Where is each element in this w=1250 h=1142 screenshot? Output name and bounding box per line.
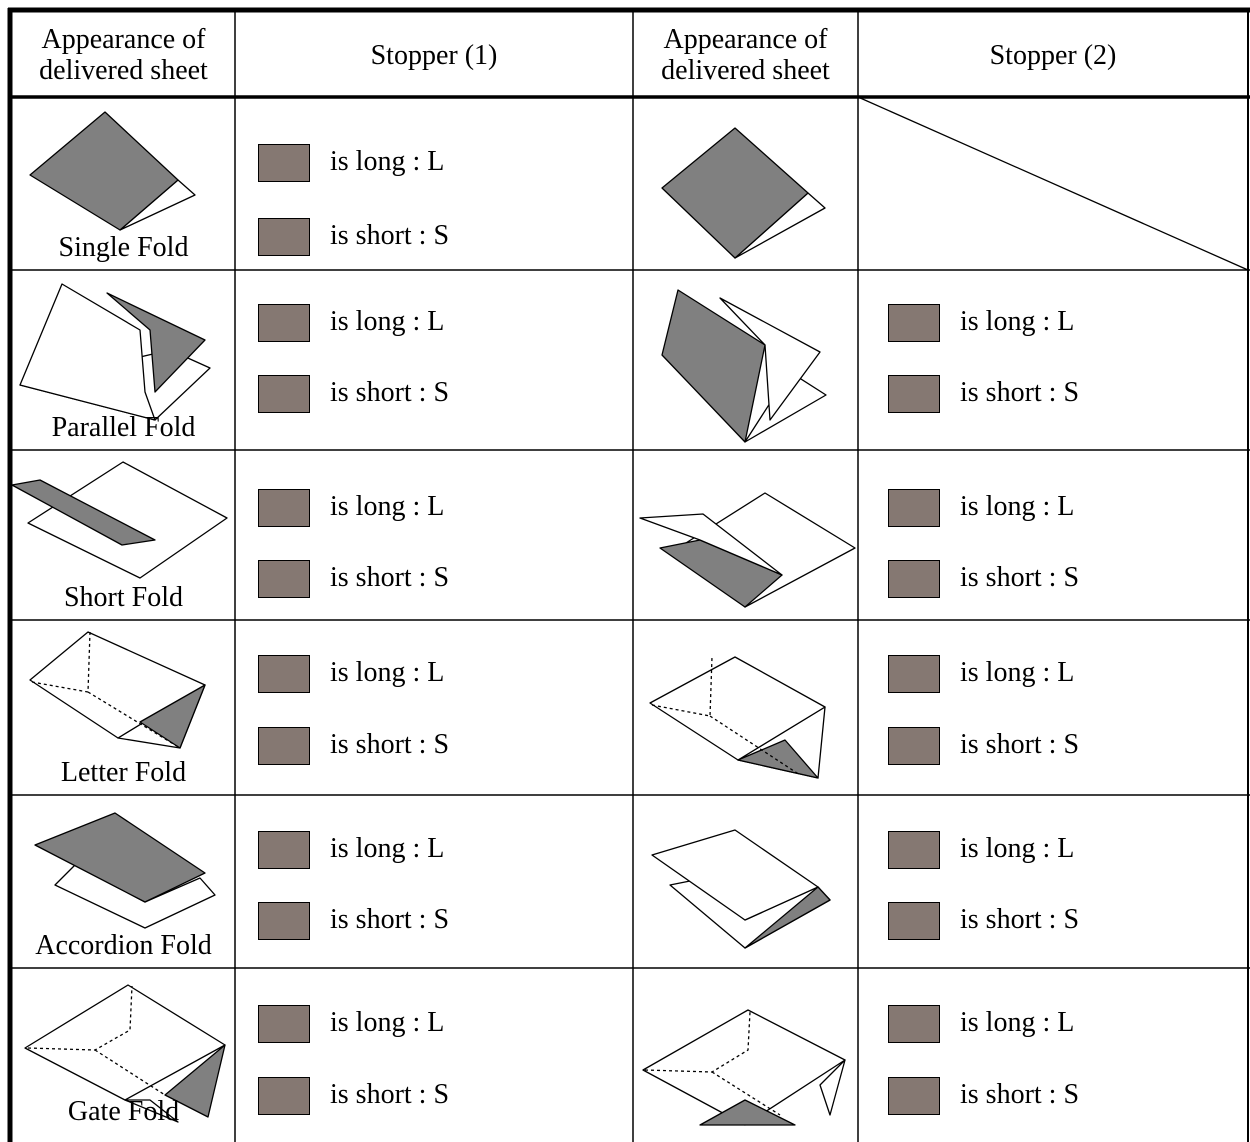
stopper-swatch [888, 1077, 940, 1115]
header-cell: Appearance of delivered sheet [39, 24, 208, 86]
stopper-swatch [888, 655, 940, 693]
stopper-text: is long : L [960, 306, 1075, 337]
stopper-text: is short : S [330, 1079, 450, 1110]
stopper-swatch [258, 1077, 310, 1115]
stopper-swatch [258, 902, 310, 940]
stopper-text: is short : S [330, 562, 450, 593]
fold-name: Accordion Fold [35, 930, 212, 961]
stopper-text: is long : L [330, 657, 445, 688]
stopper-swatch [888, 560, 940, 598]
stopper-swatch [888, 489, 940, 527]
fold-name: Letter Fold [60, 757, 187, 788]
stopper-text: is long : L [330, 306, 445, 337]
stopper-text: is short : S [960, 562, 1080, 593]
fold-name: Gate Fold [67, 1096, 180, 1127]
header-cell: Stopper (2) [989, 39, 1117, 71]
stopper-text: is short : S [330, 729, 450, 760]
stopper-swatch [888, 375, 940, 413]
stopper-text: is short : S [330, 904, 450, 935]
stopper-swatch [888, 727, 940, 765]
fold-name: Parallel Fold [51, 412, 196, 443]
stopper-text: is long : L [960, 833, 1075, 864]
stopper-swatch [888, 1005, 940, 1043]
grid-lines [7, 7, 1250, 1142]
stopper-swatch [258, 560, 310, 598]
stopper-text: is short : S [960, 729, 1080, 760]
stopper-swatch [258, 375, 310, 413]
stopper-text: is long : L [960, 1007, 1075, 1038]
fold-illustrations [11, 111, 856, 1126]
stopper-swatch [888, 304, 940, 342]
stopper-text: is short : S [960, 904, 1080, 935]
stopper-swatch [258, 727, 310, 765]
stopper-swatch [258, 831, 310, 869]
fold-name: Short Fold [63, 582, 184, 613]
stopper-text: is long : L [330, 1007, 445, 1038]
stopper-text: is long : L [330, 146, 445, 177]
stopper-swatch [888, 902, 940, 940]
stopper-text: is long : L [330, 833, 445, 864]
stopper-swatch [258, 655, 310, 693]
stopper-swatch [888, 831, 940, 869]
stopper-swatch [258, 489, 310, 527]
stopper-text: is long : L [960, 657, 1075, 688]
stopper-text: is short : S [330, 377, 450, 408]
header-cell: Stopper (1) [370, 39, 498, 71]
stopper-swatch [258, 304, 310, 342]
stopper-text: is short : S [330, 220, 450, 251]
stopper-text: is short : S [960, 377, 1080, 408]
stopper-text: is short : S [960, 1079, 1080, 1110]
stopper-swatch [258, 144, 310, 182]
stopper-swatch [258, 1005, 310, 1043]
stopper-text: is long : L [330, 491, 445, 522]
stopper-swatch [258, 218, 310, 256]
fold-name: Single Fold [58, 232, 189, 263]
stopper-text: is long : L [960, 491, 1075, 522]
header-cell: Appearance of delivered sheet [661, 24, 830, 86]
